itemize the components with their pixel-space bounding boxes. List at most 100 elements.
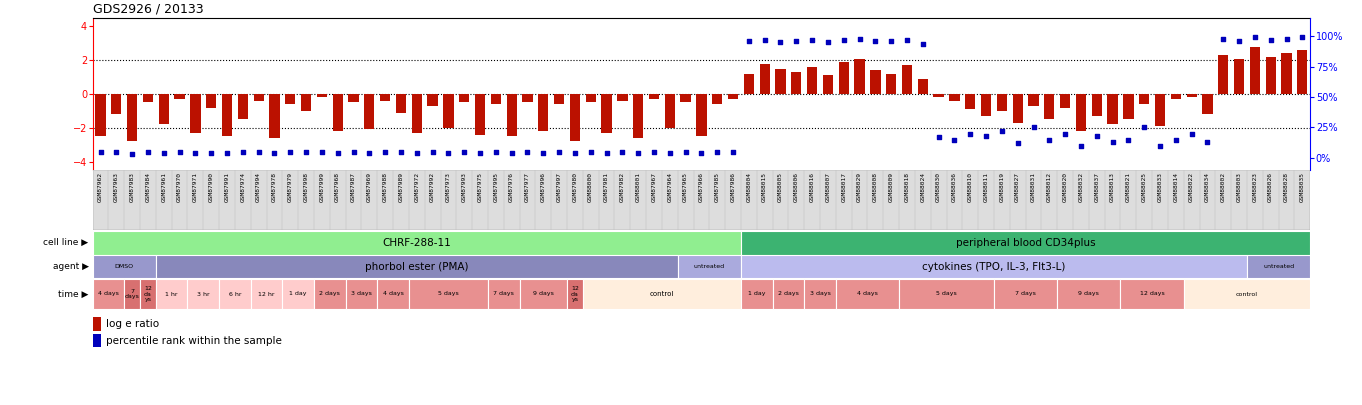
Bar [127, 94, 138, 141]
Text: GSM88026: GSM88026 [1268, 172, 1273, 202]
Text: GSM87972: GSM87972 [414, 172, 419, 202]
Text: 1 hr: 1 hr [165, 292, 178, 296]
Bar [1203, 94, 1212, 114]
Point [533, 150, 554, 156]
Text: cytokines (TPO, IL-3, Flt3-L): cytokines (TPO, IL-3, Flt3-L) [922, 262, 1065, 271]
Text: control: control [1235, 292, 1258, 296]
Text: GSM88015: GSM88015 [763, 172, 767, 202]
Text: phorbol ester (PMA): phorbol ester (PMA) [365, 262, 469, 271]
Bar [1124, 94, 1133, 119]
Text: GSM87975: GSM87975 [478, 172, 482, 202]
Point [1133, 124, 1155, 131]
Bar [206, 94, 217, 107]
Bar [349, 94, 358, 102]
Bar [219, 279, 251, 309]
Text: GSM87993: GSM87993 [462, 172, 467, 202]
Text: log e ratio: log e ratio [106, 319, 159, 329]
Bar [994, 279, 1057, 309]
Bar [772, 279, 804, 309]
Bar [1250, 47, 1260, 94]
Bar [93, 279, 124, 309]
Point [1007, 140, 1028, 147]
Text: GSM87978: GSM87978 [272, 172, 276, 202]
Text: GSM88013: GSM88013 [1110, 172, 1115, 202]
Text: GSM87976: GSM87976 [509, 172, 515, 202]
Bar [1171, 94, 1181, 99]
Text: GSM88012: GSM88012 [1047, 172, 1051, 202]
Text: GSM87990: GSM87990 [208, 172, 214, 202]
Text: 9 days: 9 days [533, 292, 554, 296]
Bar [806, 67, 817, 94]
Bar [222, 94, 232, 136]
Point [153, 150, 174, 156]
Bar [143, 94, 153, 102]
Bar [428, 94, 437, 106]
Text: GSM88022: GSM88022 [1189, 172, 1194, 202]
Bar [346, 279, 377, 309]
Text: GSM87998: GSM87998 [304, 172, 309, 202]
Bar [586, 94, 597, 102]
Point [674, 149, 696, 155]
Point [770, 39, 791, 45]
Text: 6 hr: 6 hr [229, 292, 241, 296]
Text: GSM88037: GSM88037 [1094, 172, 1099, 202]
Point [1276, 35, 1298, 42]
Point [944, 136, 966, 143]
Point [422, 149, 444, 155]
Bar [174, 94, 185, 99]
Text: GSM88011: GSM88011 [983, 172, 989, 202]
Bar [282, 279, 315, 309]
Bar [569, 94, 580, 141]
Point [975, 133, 997, 139]
Bar [396, 94, 406, 113]
Text: GSM87965: GSM87965 [684, 172, 688, 202]
Bar [1139, 94, 1150, 104]
Text: GSM87969: GSM87969 [366, 172, 372, 202]
Bar [93, 334, 101, 347]
Bar [648, 94, 659, 99]
Text: GSM87983: GSM87983 [129, 172, 135, 202]
Text: time ▶: time ▶ [59, 290, 89, 298]
Point [849, 35, 870, 42]
Point [1150, 143, 1171, 149]
Point [296, 149, 317, 155]
Text: GSM87966: GSM87966 [699, 172, 704, 202]
Bar [158, 94, 169, 124]
Point [1165, 136, 1186, 143]
Bar [696, 94, 707, 136]
Text: 12
da
ys: 12 da ys [144, 286, 153, 302]
Text: GDS2926 / 20133: GDS2926 / 20133 [93, 3, 203, 16]
Bar [332, 94, 343, 131]
Text: GSM88033: GSM88033 [1158, 172, 1163, 202]
Text: 2 days: 2 days [319, 292, 340, 296]
Text: GSM87982: GSM87982 [620, 172, 625, 202]
Text: GSM88027: GSM88027 [1015, 172, 1020, 202]
Bar [1057, 279, 1121, 309]
Bar [933, 94, 944, 97]
Point [564, 150, 586, 156]
Bar [1060, 94, 1071, 107]
Bar [364, 94, 375, 130]
Text: GSM87994: GSM87994 [256, 172, 262, 202]
Text: GSM87985: GSM87985 [715, 172, 719, 202]
Bar [839, 62, 849, 94]
Bar [93, 230, 741, 254]
Bar [519, 279, 567, 309]
Point [913, 40, 934, 47]
Bar [727, 94, 738, 99]
Bar [741, 279, 772, 309]
Text: 12 days: 12 days [1140, 292, 1165, 296]
Text: GSM87968: GSM87968 [335, 172, 340, 202]
Text: GSM87987: GSM87987 [351, 172, 355, 202]
Text: GSM87962: GSM87962 [98, 172, 104, 202]
Point [437, 150, 459, 156]
Text: GSM87970: GSM87970 [177, 172, 183, 202]
Text: control: control [650, 291, 674, 297]
Text: GSM88008: GSM88008 [873, 172, 878, 202]
Text: GSM88007: GSM88007 [825, 172, 831, 202]
Bar [1155, 94, 1165, 126]
Point [390, 149, 411, 155]
Point [753, 36, 775, 43]
Point [801, 36, 823, 43]
Bar [409, 279, 488, 309]
